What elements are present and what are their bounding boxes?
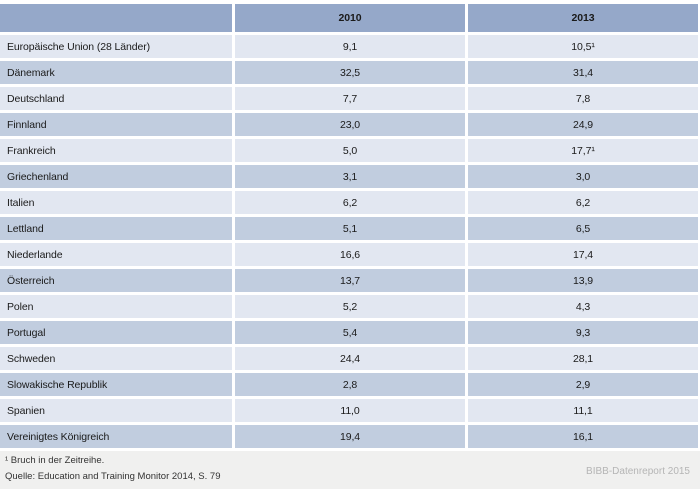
- cell-country: Griechenland: [0, 165, 235, 191]
- cell-2010: 19,4: [235, 425, 468, 451]
- header-row: 2010 2013: [0, 4, 698, 35]
- cell-country: Europäische Union (28 Länder): [0, 35, 235, 61]
- cell-2013: 4,3: [468, 295, 698, 321]
- cell-2010: 5,1: [235, 217, 468, 243]
- table-row: Griechenland 3,1 3,0: [0, 165, 698, 191]
- table-row: Spanien 11,0 11,1: [0, 399, 698, 425]
- cell-2013: 10,5¹: [468, 35, 698, 61]
- cell-2013: 2,9: [468, 373, 698, 399]
- cell-country: Dänemark: [0, 61, 235, 87]
- cell-2013: 6,2: [468, 191, 698, 217]
- table-area: 2010 2013 Europäische Union (28 Länder) 9…: [0, 4, 698, 451]
- cell-2013: 13,9: [468, 269, 698, 295]
- table-row: Schweden 24,4 28,1: [0, 347, 698, 373]
- cell-2010: 3,1: [235, 165, 468, 191]
- cell-2013: 16,1: [468, 425, 698, 451]
- table-row: Portugal 5,4 9,3: [0, 321, 698, 347]
- cell-2010: 5,0: [235, 139, 468, 165]
- table-row: Dänemark 32,5 31,4: [0, 61, 698, 87]
- cell-2010: 9,1: [235, 35, 468, 61]
- cell-2010: 11,0: [235, 399, 468, 425]
- cell-country: Vereinigtes Königreich: [0, 425, 235, 451]
- cell-2010: 5,2: [235, 295, 468, 321]
- cell-2013: 24,9: [468, 113, 698, 139]
- cell-country: Spanien: [0, 399, 235, 425]
- cell-country: Polen: [0, 295, 235, 321]
- cell-country: Portugal: [0, 321, 235, 347]
- cell-2010: 5,4: [235, 321, 468, 347]
- watermark-text: BIBB-Datenreport 2015: [586, 466, 690, 477]
- cell-country: Niederlande: [0, 243, 235, 269]
- table-row: Niederlande 16,6 17,4: [0, 243, 698, 269]
- header-cell-2013: 2013: [468, 4, 698, 35]
- cell-2013: 11,1: [468, 399, 698, 425]
- table-row: Slowakische Republik 2,8 2,9: [0, 373, 698, 399]
- table-row: Italien 6,2 6,2: [0, 191, 698, 217]
- cell-2010: 6,2: [235, 191, 468, 217]
- cell-country: Slowakische Republik: [0, 373, 235, 399]
- cell-2010: 32,5: [235, 61, 468, 87]
- cell-2013: 3,0: [468, 165, 698, 191]
- table-header: 2010 2013: [0, 4, 698, 35]
- source-text: Quelle: Education and Training Monitor 2…: [5, 471, 221, 482]
- table-row: Polen 5,2 4,3: [0, 295, 698, 321]
- table-row: Deutschland 7,7 7,8: [0, 87, 698, 113]
- cell-2013: 6,5: [468, 217, 698, 243]
- cell-2013: 17,7¹: [468, 139, 698, 165]
- table-row: Österreich 13,7 13,9: [0, 269, 698, 295]
- cell-2010: 2,8: [235, 373, 468, 399]
- cell-country: Österreich: [0, 269, 235, 295]
- cell-country: Schweden: [0, 347, 235, 373]
- table-footer: ¹ Bruch in der Zeitreihe. Quelle: Educat…: [0, 451, 700, 489]
- table-body: Europäische Union (28 Länder) 9,1 10,5¹ Dän…: [0, 35, 698, 451]
- cell-2013: 17,4: [468, 243, 698, 269]
- data-table: 2010 2013 Europäische Union (28 Länder) 9…: [0, 4, 698, 451]
- table-row: Vereinigtes Königreich 19,4 16,1: [0, 425, 698, 451]
- cell-2010: 7,7: [235, 87, 468, 113]
- table-row: Lettland 5,1 6,5: [0, 217, 698, 243]
- cell-2010: 24,4: [235, 347, 468, 373]
- header-cell-country: [0, 4, 235, 35]
- cell-2013: 31,4: [468, 61, 698, 87]
- cell-2013: 28,1: [468, 347, 698, 373]
- table-row: Finnland 23,0 24,9: [0, 113, 698, 139]
- footnote-text: ¹ Bruch in der Zeitreihe.: [5, 455, 105, 466]
- cell-country: Finnland: [0, 113, 235, 139]
- cell-country: Frankreich: [0, 139, 235, 165]
- header-cell-2010: 2010: [235, 4, 468, 35]
- cell-country: Deutschland: [0, 87, 235, 113]
- table-row: Frankreich 5,0 17,7¹: [0, 139, 698, 165]
- cell-2010: 16,6: [235, 243, 468, 269]
- cell-country: Italien: [0, 191, 235, 217]
- table-row: Europäische Union (28 Länder) 9,1 10,5¹: [0, 35, 698, 61]
- cell-2010: 13,7: [235, 269, 468, 295]
- cell-2010: 23,0: [235, 113, 468, 139]
- cell-2013: 9,3: [468, 321, 698, 347]
- cell-2013: 7,8: [468, 87, 698, 113]
- cell-country: Lettland: [0, 217, 235, 243]
